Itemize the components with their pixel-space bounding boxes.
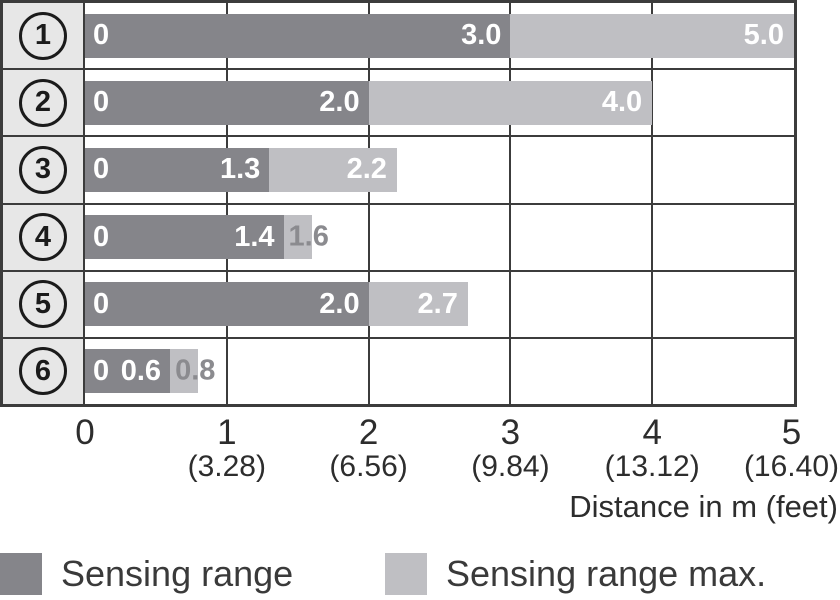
max-bar: 4.0 xyxy=(368,80,653,125)
grid-line xyxy=(509,338,512,405)
x-tick-meters: 4 xyxy=(642,413,662,452)
x-tick-meters: 1 xyxy=(217,413,237,452)
sensing-value-label: 1.3 xyxy=(220,153,261,186)
sensing-bar: 0 2.0 xyxy=(85,80,369,125)
row-label-cell: 2 xyxy=(3,70,85,136)
x-axis-title: Distance in m (feet) xyxy=(569,489,838,524)
row-plot: 0 2.0 4.0 xyxy=(85,70,794,136)
max-bar xyxy=(283,215,312,260)
sensing-bar: 0 1.3 xyxy=(85,147,270,192)
bar-zero-label: 0 xyxy=(93,19,110,52)
row-plot: 0 2.0 2.7 xyxy=(85,271,794,337)
grid-line xyxy=(651,70,654,136)
max-value-label: 2.7 xyxy=(417,287,458,320)
circled-number: 6 xyxy=(19,347,67,396)
max-value-label: 1.6 xyxy=(288,220,329,253)
max-value-label: 0.8 xyxy=(175,354,216,387)
legend-item: Sensing range xyxy=(0,552,293,596)
x-tick: 2 (6.56) xyxy=(329,414,407,482)
circled-number: 4 xyxy=(19,213,67,262)
sensing-value-label: 3.0 xyxy=(461,19,502,52)
max-bar: 2.2 xyxy=(269,147,397,192)
grid-line xyxy=(509,204,512,270)
bar-zero-label: 0 xyxy=(93,86,110,119)
grid-line xyxy=(651,204,654,270)
row-label-cell: 5 xyxy=(3,271,85,337)
circled-number: 3 xyxy=(19,145,67,194)
sensing-value-label: 0.6 xyxy=(120,354,162,387)
row-plot: 0 0.6 0.8 xyxy=(85,338,794,405)
circled-number: 1 xyxy=(19,11,67,60)
grid-line xyxy=(651,271,654,337)
bar-zero-label: 0 xyxy=(93,220,110,253)
x-tick: 1 (3.28) xyxy=(188,414,266,482)
x-tick-meters: 3 xyxy=(500,413,521,452)
table-row: 5 0 2.0 2.7 xyxy=(3,271,794,339)
sensing-value-label: 2.0 xyxy=(319,86,360,119)
x-tick: 3 (9.84) xyxy=(471,414,549,482)
row-label-cell: 4 xyxy=(3,204,85,270)
grid-line xyxy=(367,204,370,270)
sensing-bar: 0 0.6 xyxy=(85,349,171,394)
x-tick-feet: (6.56) xyxy=(329,450,408,483)
grid-line xyxy=(651,338,654,405)
table-row: 4 0 1.4 1.6 xyxy=(3,204,794,272)
sensing-bar: 0 1.4 xyxy=(85,215,284,260)
x-tick: 4 (13.12) xyxy=(605,414,700,482)
sensing-bar: 0 2.0 xyxy=(85,282,369,327)
sensing-value-label: 1.4 xyxy=(234,220,275,253)
table-row: 1 0 3.0 5.0 xyxy=(3,3,794,71)
bar-zero-label: 0 xyxy=(93,354,110,387)
grid-line xyxy=(225,338,228,405)
row-label-cell: 1 xyxy=(3,3,85,69)
legend-label: Sensing range xyxy=(61,553,294,594)
sensing-range-max-swatch xyxy=(385,553,427,595)
row-label-cell: 6 xyxy=(3,338,85,405)
max-value-label: 5.0 xyxy=(743,19,784,52)
max-bar: 5.0 xyxy=(510,13,794,58)
max-bar: 2.7 xyxy=(368,282,468,327)
grid-line xyxy=(509,271,512,337)
bar-zero-label: 0 xyxy=(93,153,110,186)
chart-plot-area: 1 0 3.0 5.0 2 0 2.0 4.0 3 0 1.3 2.2 4 0 1.4 1.6 5 0 2.0 2.7… xyxy=(0,0,797,407)
sensing-value-label: 2.0 xyxy=(319,287,360,320)
row-plot: 0 1.4 1.6 xyxy=(85,204,794,270)
row-plot: 0 3.0 5.0 xyxy=(85,3,794,69)
max-bar xyxy=(170,349,199,394)
circled-number: 2 xyxy=(19,78,67,127)
sensing-range-swatch xyxy=(0,553,42,595)
x-tick-feet: (9.84) xyxy=(471,450,550,483)
x-tick: 5 (16.40) xyxy=(744,414,839,482)
x-tick-feet: (3.28) xyxy=(187,450,266,483)
x-tick-feet: (13.12) xyxy=(604,450,700,483)
row-label-cell: 3 xyxy=(3,137,85,203)
grid-line xyxy=(367,338,370,405)
x-tick-meters: 0 xyxy=(75,413,95,452)
legend-item: Sensing range max. xyxy=(385,552,766,596)
x-axis: 0 1 (3.28) 2 (6.56) 3 (9.84) 4 (13.12) 5 (16.40) xyxy=(0,414,840,489)
sensing-bar: 0 3.0 xyxy=(85,13,511,58)
grid-line xyxy=(651,137,654,203)
x-tick-meters: 5 xyxy=(781,413,802,452)
max-value-label: 4.0 xyxy=(601,86,643,119)
legend: Sensing range Sensing range max. xyxy=(0,552,840,598)
x-tick: 0 xyxy=(75,414,94,451)
circled-number: 5 xyxy=(19,280,67,329)
legend-label: Sensing range max. xyxy=(446,553,767,594)
table-row: 6 0 0.6 0.8 xyxy=(3,338,794,405)
row-plot: 0 1.3 2.2 xyxy=(85,137,794,203)
x-tick-meters: 2 xyxy=(358,413,379,452)
table-row: 3 0 1.3 2.2 xyxy=(3,137,794,205)
table-row: 2 0 2.0 4.0 xyxy=(3,70,794,138)
max-value-label: 2.2 xyxy=(346,153,387,186)
grid-line xyxy=(509,137,512,203)
x-tick-feet: (16.40) xyxy=(743,450,839,483)
bar-zero-label: 0 xyxy=(93,287,110,320)
